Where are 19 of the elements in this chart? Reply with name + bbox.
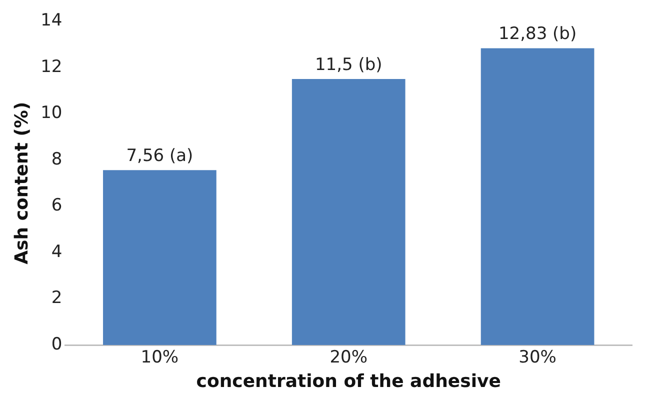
y-tick-label: 14 xyxy=(40,10,62,31)
y-tick-label: 6 xyxy=(51,196,62,216)
x-axis-title: concentration of the adhesive xyxy=(196,370,501,392)
y-axis-title: Ash content (%) xyxy=(11,102,32,264)
x-tick-label: 10% xyxy=(140,348,179,368)
bar xyxy=(480,48,594,345)
data-label: 12,83 (b) xyxy=(498,24,577,44)
x-tick-label: 20% xyxy=(330,348,368,368)
y-tick-label: 4 xyxy=(51,242,62,262)
x-tick-label: 30% xyxy=(518,348,556,368)
bar xyxy=(103,170,216,345)
y-tick-label: 2 xyxy=(51,288,62,308)
bar xyxy=(292,79,406,345)
y-tick-label: 0 xyxy=(51,334,62,354)
data-label: 7,56 (a) xyxy=(126,146,194,166)
data-label: 11,5 (b) xyxy=(314,54,382,75)
y-tick-label: 12 xyxy=(40,56,62,77)
y-tick-label: 8 xyxy=(51,149,62,170)
y-tick-label: 10 xyxy=(40,103,62,124)
